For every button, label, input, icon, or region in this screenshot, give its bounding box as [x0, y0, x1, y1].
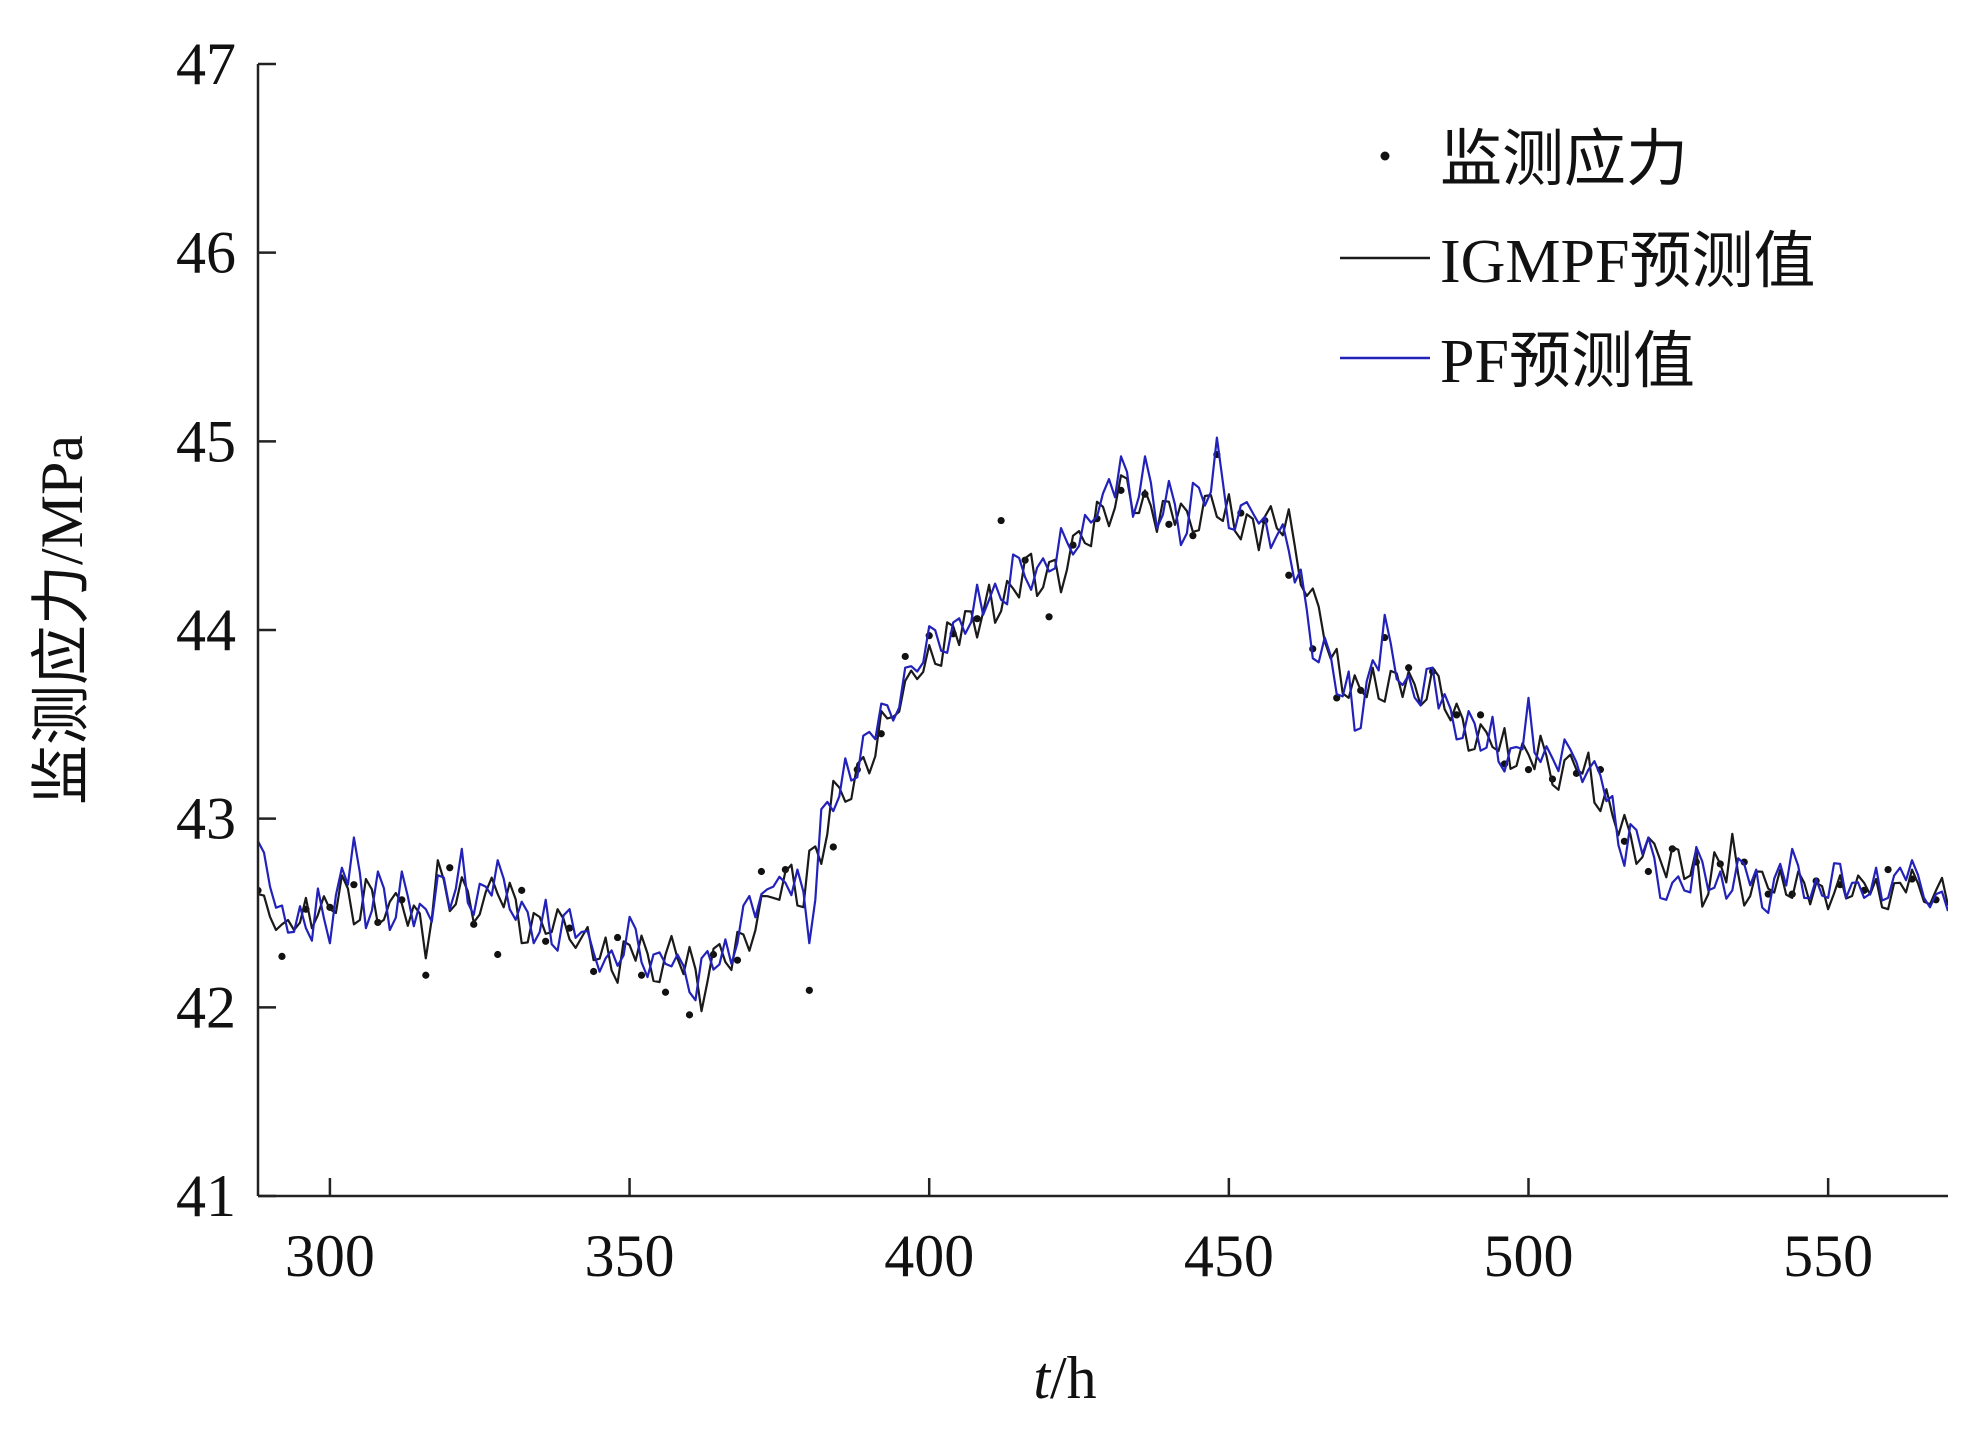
y-tick-label: 44 — [176, 597, 236, 663]
x-axis-title-unit: /h — [1050, 1345, 1097, 1411]
data-point — [350, 881, 358, 889]
data-point — [805, 986, 813, 994]
data-point — [1740, 858, 1748, 866]
data-point — [1452, 711, 1461, 719]
data-point — [1285, 571, 1293, 579]
y-tick-label: 43 — [176, 786, 236, 852]
data-point — [973, 615, 981, 623]
data-point — [781, 866, 789, 874]
x-tick-label: 400 — [884, 1223, 974, 1289]
data-point — [1405, 664, 1413, 672]
data-point — [1884, 866, 1892, 874]
x-tick-label: 350 — [585, 1223, 675, 1289]
data-point — [901, 652, 909, 661]
data-point — [829, 843, 837, 851]
series-line-pf — [258, 436, 1948, 1002]
x-tick-label: 550 — [1783, 1223, 1873, 1289]
data-point — [590, 967, 598, 976]
data-point — [1045, 613, 1053, 621]
legend-marker-point — [1380, 151, 1390, 161]
data-point — [446, 864, 454, 872]
data-point — [1476, 711, 1485, 719]
legend-label: IGMPF预测值 — [1440, 228, 1816, 296]
legend-label: PF预测值 — [1440, 328, 1695, 396]
data-point — [518, 886, 526, 894]
y-tick-label: 42 — [176, 974, 236, 1040]
y-tick-label: 47 — [176, 31, 236, 97]
x-tick-label: 300 — [285, 1223, 375, 1289]
data-point — [997, 516, 1005, 525]
data-point — [757, 867, 766, 876]
data-point — [637, 971, 646, 979]
y-tick-label: 46 — [176, 220, 236, 286]
data-point — [494, 950, 502, 959]
data-point — [733, 956, 742, 964]
data-point — [613, 933, 622, 942]
legend: 监测应力 IGMPF预测值 PF预测值 — [1340, 126, 1816, 396]
data-point — [422, 971, 430, 979]
data-point — [1333, 694, 1341, 702]
data-point — [1165, 520, 1173, 528]
data-point — [1764, 890, 1772, 898]
data-point — [542, 937, 550, 945]
data-point — [278, 952, 286, 960]
data-point — [685, 1011, 694, 1019]
data-point — [1189, 532, 1197, 540]
data-point — [1524, 766, 1533, 774]
y-tick-label: 41 — [176, 1163, 236, 1229]
data-point — [1620, 837, 1628, 845]
x-axis-title: t/h — [1033, 1345, 1096, 1411]
legend-label: 监测应力 — [1440, 126, 1688, 194]
data-point — [661, 988, 670, 996]
y-tick-label: 45 — [176, 408, 236, 474]
series-line-igmpf — [258, 474, 1948, 1013]
data-point — [470, 920, 478, 928]
x-axis-title-var: t — [1033, 1345, 1051, 1411]
y-axis-title: 监测应力/MPa — [29, 435, 95, 805]
x-tick-label: 450 — [1184, 1223, 1274, 1289]
data-point — [1644, 867, 1652, 876]
axes: 41 42 43 44 45 46 47 300 350 400 450 500 550 — [176, 31, 1948, 1289]
x-tick-label: 500 — [1483, 1223, 1573, 1289]
